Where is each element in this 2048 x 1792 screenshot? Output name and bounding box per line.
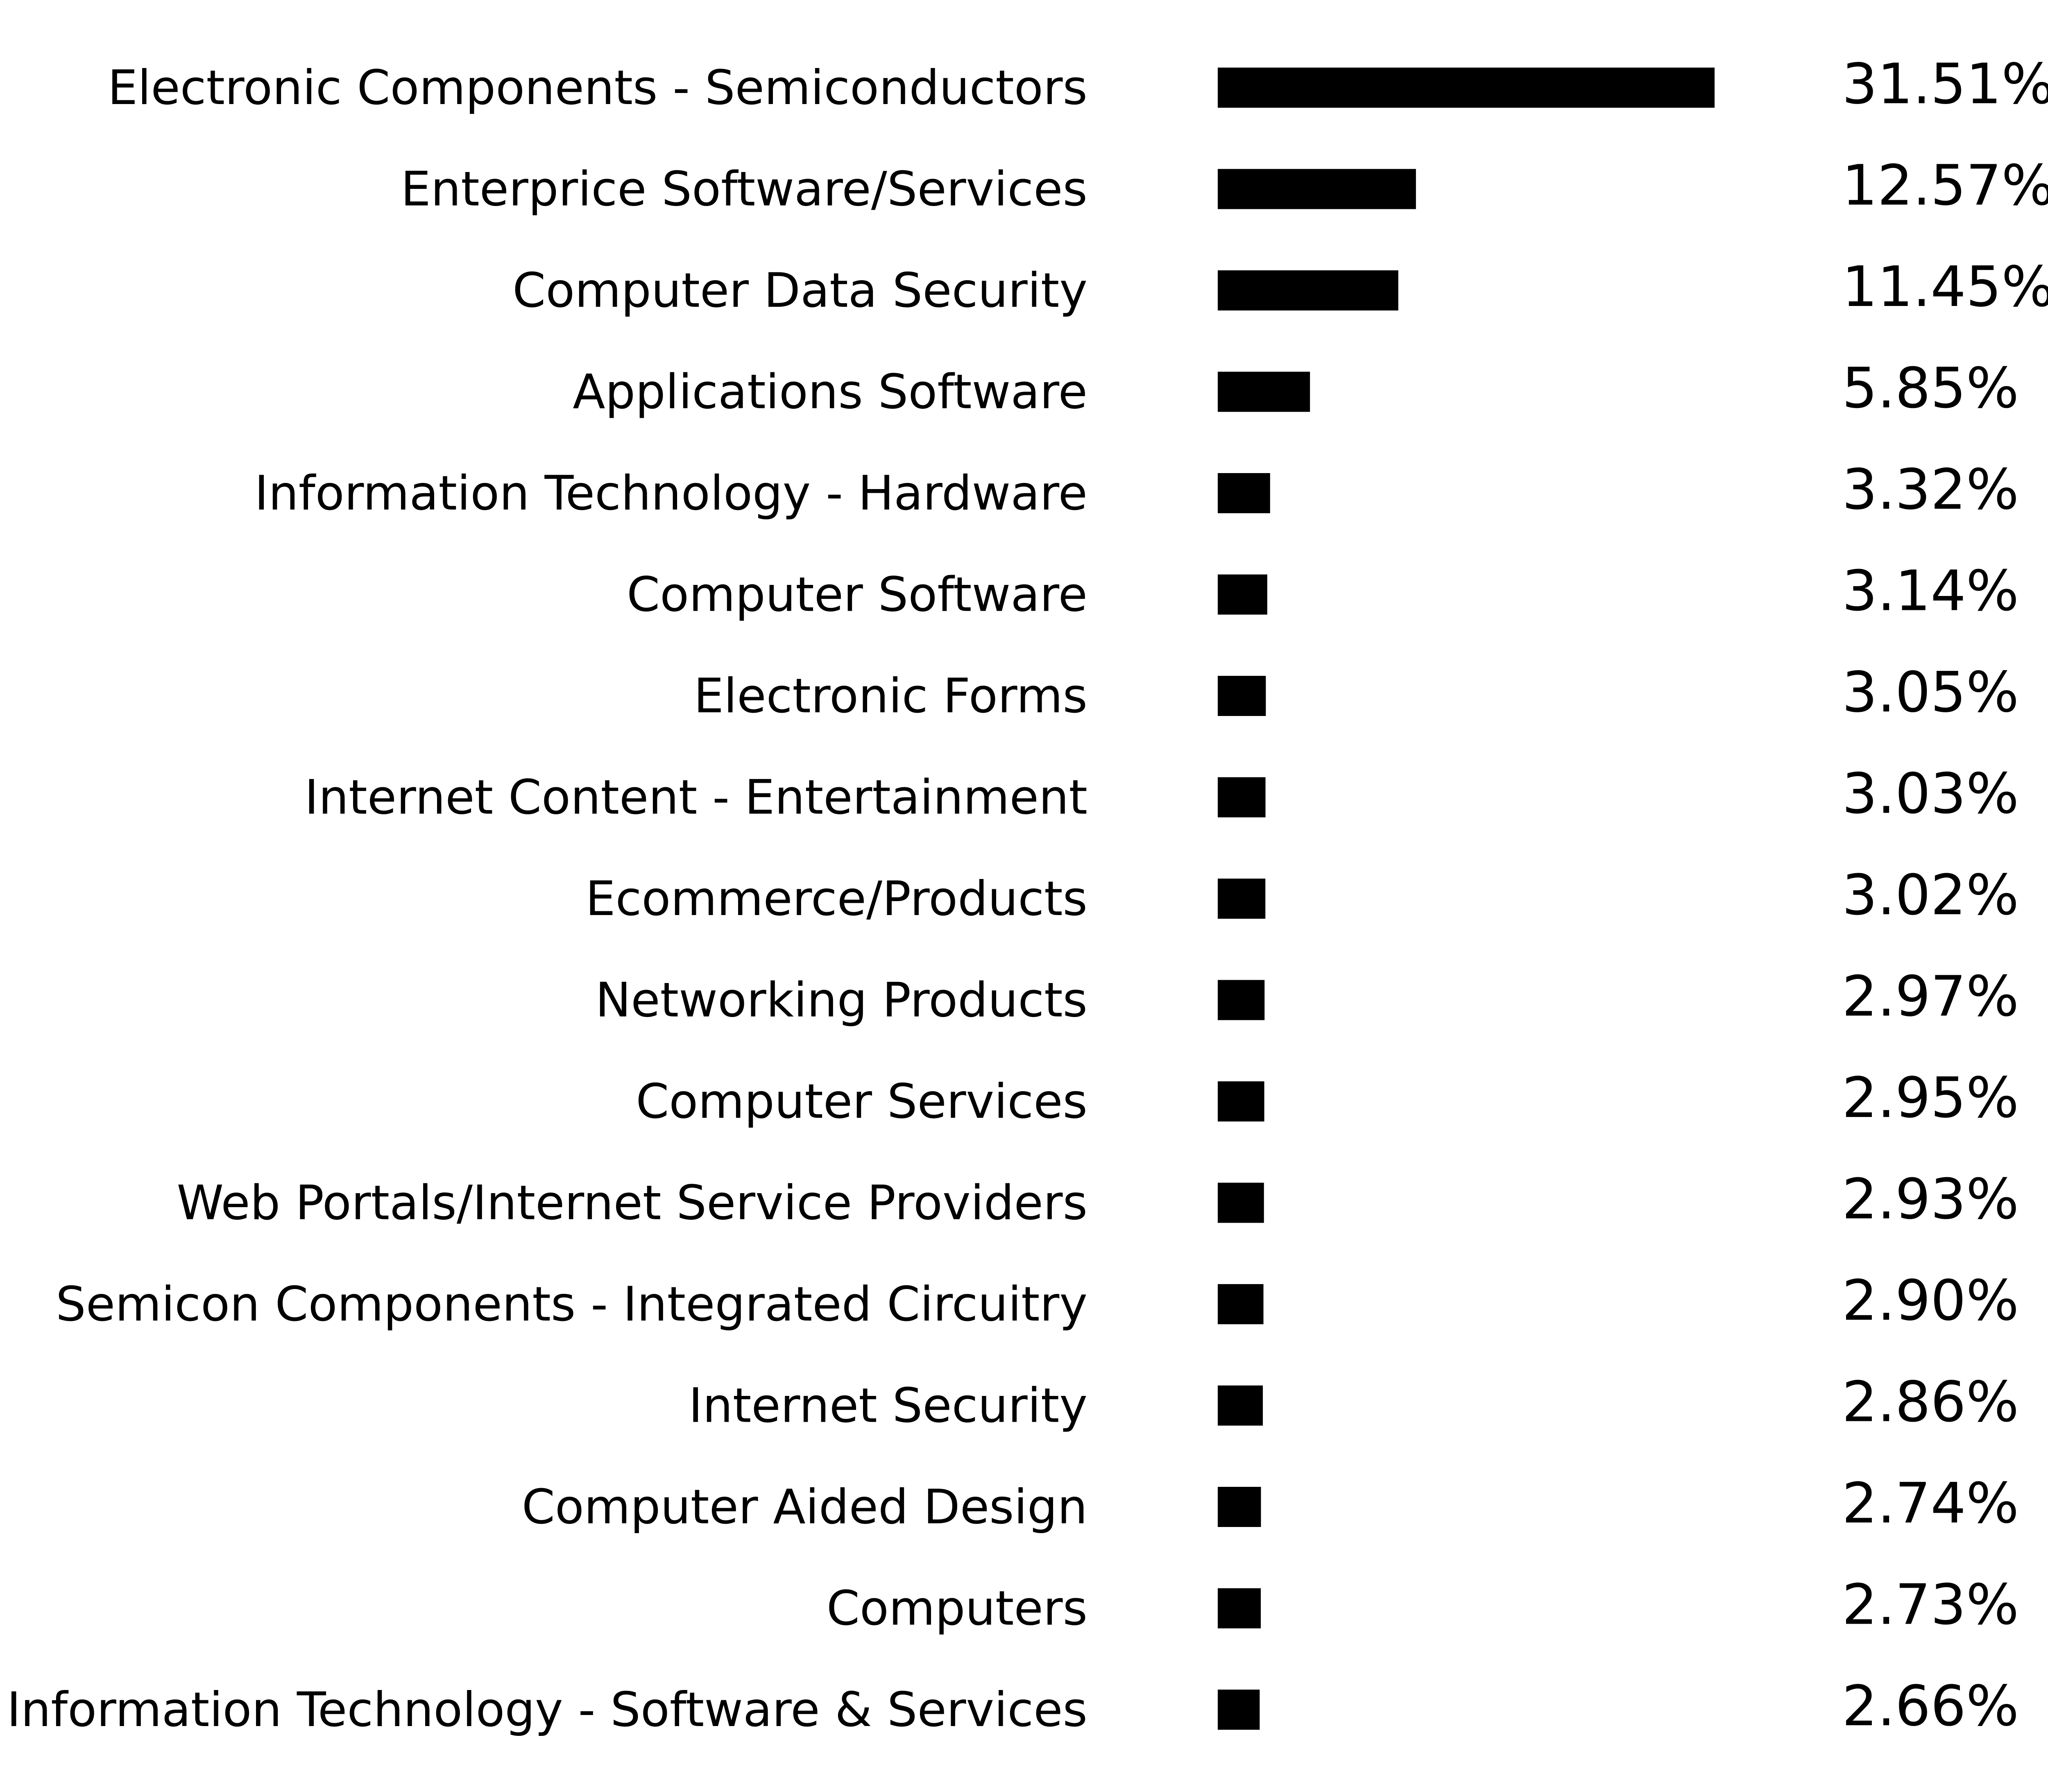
bar (1218, 169, 1416, 209)
value-label: 2.86% (1842, 1370, 2019, 1435)
category-label: Enterprice Software/Services (401, 162, 1087, 217)
value-label: 12.57% (1842, 154, 2048, 218)
bar (1218, 879, 1266, 919)
category-label: Applications Software (573, 365, 1087, 420)
bar (1218, 1487, 1261, 1527)
bar (1218, 270, 1398, 310)
bar (1218, 980, 1265, 1020)
category-label: Internet Content - Entertainment (305, 770, 1087, 825)
category-label: Semicon Components - Integrated Circuitr… (56, 1277, 1087, 1332)
bar (1218, 574, 1267, 615)
bar (1218, 1588, 1261, 1629)
bar (1218, 1183, 1264, 1223)
bar (1218, 473, 1270, 513)
category-labels: Electronic Components - Semiconductors En… (7, 60, 1087, 1738)
value-label: 2.93% (1842, 1167, 2019, 1232)
category-label: Networking Products (596, 973, 1087, 1028)
value-label: 3.03% (1842, 762, 2019, 827)
bar (1218, 68, 1715, 108)
value-label: 2.74% (1842, 1471, 2019, 1536)
bar (1218, 1081, 1264, 1121)
category-label: Web Portals/Internet Service Providers (177, 1176, 1087, 1231)
value-labels: 31.51% 12.57% 11.45% 5.85% 3.32% 3.14% 3.05% 3.… (1842, 52, 2048, 1739)
category-label: Computer Aided Design (522, 1479, 1087, 1535)
bar (1218, 777, 1266, 818)
value-label: 2.90% (1842, 1269, 2019, 1333)
bar (1218, 1690, 1260, 1730)
category-label: Ecommerce/Products (585, 871, 1087, 927)
value-label: 2.97% (1842, 965, 2019, 1029)
bar (1218, 372, 1310, 412)
bar (1218, 676, 1266, 716)
category-label: Electronic Components - Semiconductors (108, 60, 1087, 116)
value-label: 2.95% (1842, 1066, 2019, 1130)
value-label: 5.85% (1842, 356, 2019, 421)
bar (1218, 1385, 1263, 1426)
value-label: 3.14% (1842, 559, 2019, 624)
bar (1218, 1284, 1264, 1324)
category-label: Information Technology - Hardware (254, 466, 1087, 521)
category-label: Electronic Forms (694, 668, 1087, 724)
category-label: Computer Services (636, 1074, 1087, 1129)
value-label: 3.05% (1842, 660, 2019, 725)
value-label: 2.73% (1842, 1573, 2019, 1638)
value-label: 11.45% (1842, 255, 2048, 319)
value-label: 3.32% (1842, 458, 2019, 522)
category-label: Computer Data Security (512, 263, 1087, 318)
value-label: 3.02% (1842, 863, 2019, 928)
category-label: Information Technology - Software & Serv… (7, 1682, 1087, 1738)
value-label: 2.66% (1842, 1674, 2019, 1739)
value-label: 31.51% (1842, 52, 2048, 117)
category-label: Internet Security (689, 1378, 1087, 1434)
category-label: Computer Software (627, 567, 1087, 623)
bars (1218, 68, 1715, 1730)
category-label: Computers (827, 1581, 1087, 1636)
